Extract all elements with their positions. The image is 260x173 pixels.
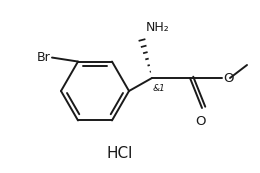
Text: Br: Br	[36, 51, 50, 64]
Text: NH₂: NH₂	[146, 21, 170, 34]
Text: &1: &1	[153, 84, 166, 93]
Text: O: O	[223, 71, 233, 84]
Text: O: O	[195, 115, 205, 128]
Text: HCl: HCl	[107, 145, 133, 161]
